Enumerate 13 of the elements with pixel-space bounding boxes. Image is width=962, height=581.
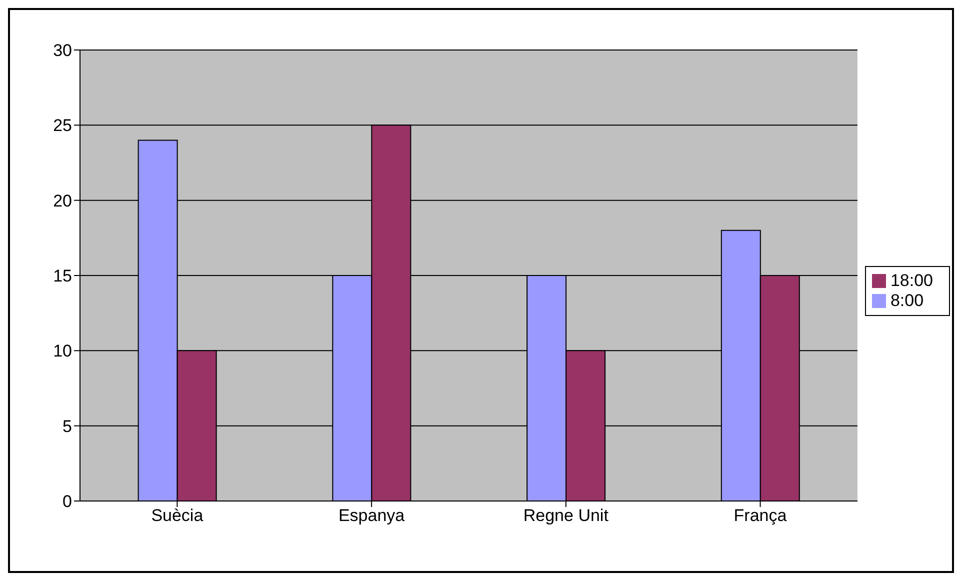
y-tick-label: 30 [53, 41, 72, 60]
x-tick-label: Suècia [151, 506, 204, 526]
y-tick-label: 10 [53, 342, 72, 361]
y-tick-label: 5 [62, 416, 72, 436]
legend-label: 8:00 [890, 290, 924, 310]
y-tick-label: 20 [53, 191, 72, 210]
y-tick-label: 15 [53, 266, 72, 286]
x-tick-label: Regne Unit [523, 506, 609, 526]
y-tick-label: 25 [53, 116, 72, 136]
x-tick-label: Espanya [338, 506, 406, 526]
legend-label: 18:00 [890, 270, 933, 290]
x-tick-label: França [734, 506, 788, 526]
y-tick-label: 0 [62, 492, 72, 512]
